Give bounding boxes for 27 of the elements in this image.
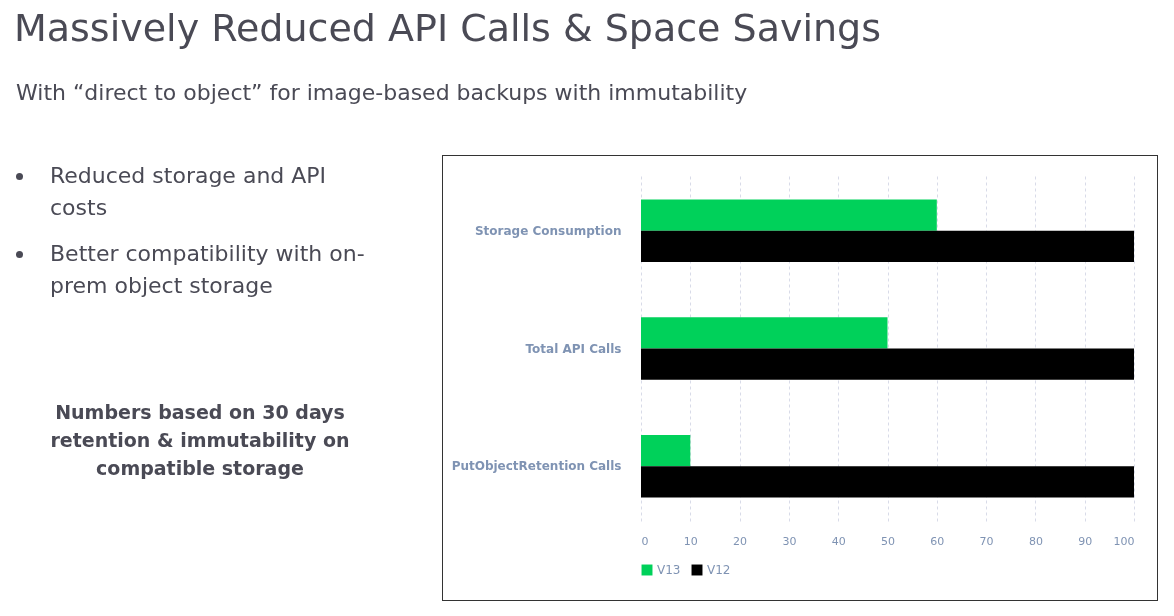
bar: [641, 317, 888, 349]
text: Numbers based on 30 days retention & immutability on compatible storage: [49, 400, 351, 481]
x-tick-label: 90: [1078, 534, 1093, 548]
bar: [641, 348, 1134, 380]
bar: [641, 466, 1134, 498]
x-tick-label: 30: [782, 534, 797, 548]
legend-label: V13: [657, 563, 681, 577]
chart-title: Massively Reduced API Calls & Space Savings: [14, 6, 882, 50]
x-tick-label: 100: [1113, 534, 1135, 548]
text: Reduced storage and API costs: [49, 162, 328, 222]
y-tick-label: Total API Calls: [525, 341, 622, 356]
y-tick-label: Storage Consumption: [474, 223, 622, 238]
x-tick-label: 60: [930, 534, 945, 548]
legend-label: V12: [707, 563, 731, 577]
x-tick-label: 80: [1028, 534, 1043, 548]
text: With “direct to object” for image-based backups with immutability: [16, 80, 748, 105]
bar: [641, 230, 1134, 262]
x-tick-label: 0: [641, 534, 649, 548]
y-tick-label: PutObjectRetention Calls: [451, 459, 622, 474]
x-tick-label: 20: [733, 534, 748, 548]
bar: [641, 435, 691, 467]
x-tick-label: 40: [831, 534, 846, 548]
x-tick-label: 10: [683, 534, 698, 548]
x-tick-label: 70: [979, 534, 994, 548]
bar: [641, 199, 937, 231]
text: Better compatibility with on-prem object storage: [49, 240, 366, 300]
x-tick-label: 50: [881, 534, 895, 548]
